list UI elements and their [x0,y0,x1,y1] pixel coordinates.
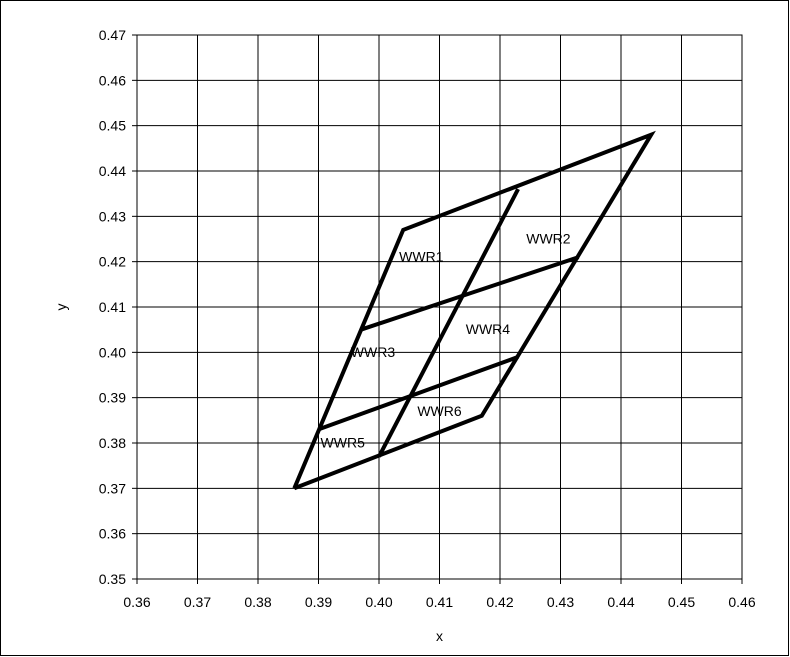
region-label-wwr4: WWR4 [466,321,511,337]
x-tick-label: 0.46 [728,594,755,610]
series-line-1 [292,130,656,491]
y-tick-label: 0.36 [99,526,126,542]
y-tick-label: 0.42 [99,254,126,270]
y-tick-label: 0.38 [99,435,126,451]
y-tick-label: 0.47 [99,27,126,43]
x-tick-label: 0.38 [244,594,271,610]
region-label-wwr2: WWR2 [526,231,571,247]
plot-lines [292,130,656,491]
y-tick-label: 0.39 [99,390,126,406]
x-tick-label: 0.40 [365,594,392,610]
y-tick-label: 0.35 [99,571,126,587]
x-tick-label: 0.42 [486,594,513,610]
region-label-wwr3: WWR3 [351,344,396,360]
x-tick-label: 0.41 [426,594,453,610]
y-tick-label: 0.46 [99,72,126,88]
x-tick-label: 0.43 [547,594,574,610]
y-axis-label: y [53,304,69,311]
x-tick-label: 0.39 [305,594,332,610]
region-label-wwr6: WWR6 [417,403,462,419]
y-tick-label: 0.44 [99,163,126,179]
series-line-4 [377,188,520,458]
tick-labels: 0.36 0.37 0.38 0.39 0.40 0.41 0.42 0.43 0.44 0.45… [99,27,756,610]
x-tick-label: 0.45 [668,594,695,610]
x-tick-label: 0.36 [123,594,150,610]
region-label-wwr1: WWR1 [399,249,444,265]
y-tick-label: 0.43 [99,208,126,224]
y-tick-label: 0.37 [99,480,126,496]
series-line-3 [360,255,580,332]
region-label-wwr5: WWR5 [321,435,366,451]
y-tick-label: 0.41 [99,299,126,315]
region-labels: WWR1 WWR2 WWR3 WWR4 WWR5 WWR6 [321,231,571,451]
x-tick-label: 0.37 [184,594,211,610]
grid [132,34,743,584]
x-axis-label: x [436,628,443,644]
series-line-2 [317,355,519,432]
y-tick-label: 0.45 [99,118,126,134]
plot-area-border [136,34,743,580]
y-tick-label: 0.40 [99,344,126,360]
x-tick-label: 0.44 [607,594,634,610]
